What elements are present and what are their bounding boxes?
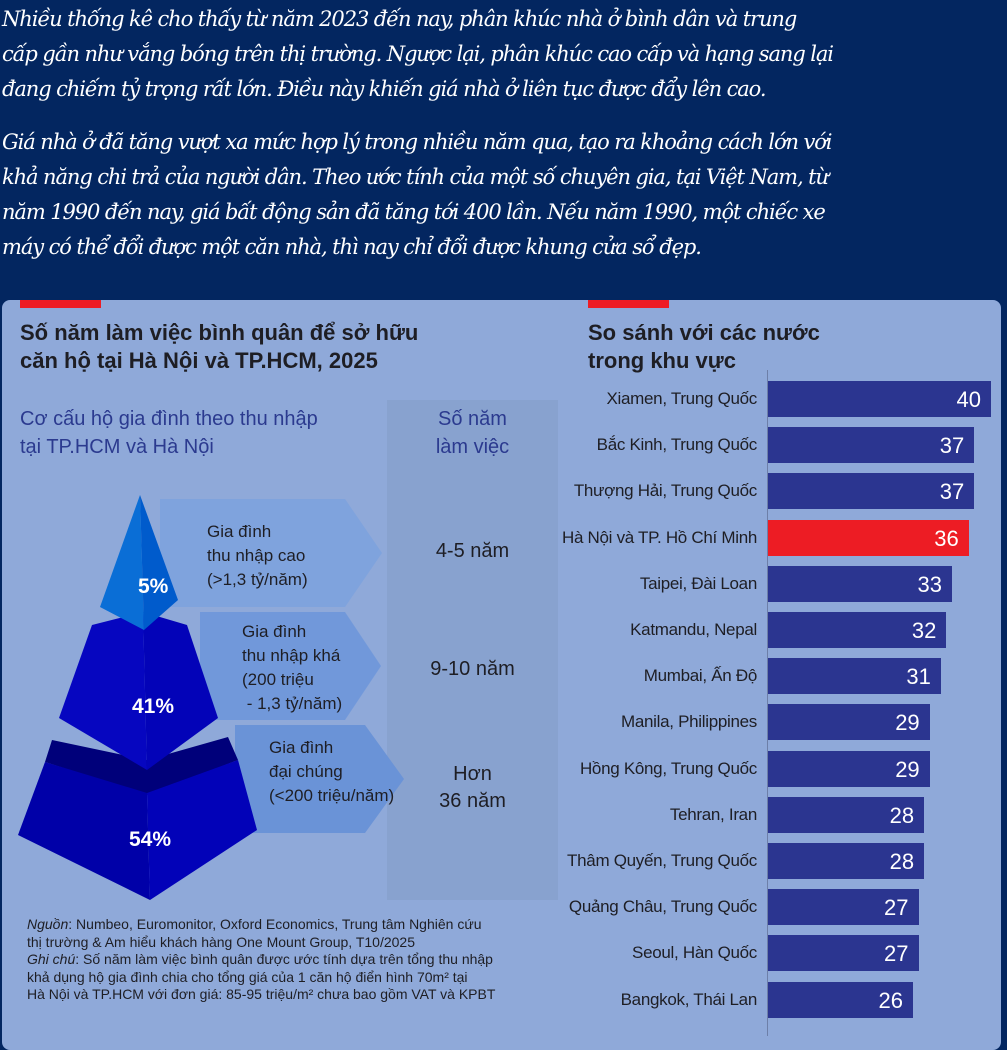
bar: 28 [768,796,925,833]
bar-value-label: 33 [917,571,942,597]
bar: 32 [768,612,947,648]
left-title: Số năm làm việc bình quân để sở hữu căn h… [20,320,419,373]
bar: 31 [768,658,941,695]
income-pyramid [18,495,404,900]
intro-line: khả năng chi trả của người dân. Theo ước… [2,165,829,189]
bar: 37 [768,427,975,464]
bar-value-label: 31 [906,664,931,690]
tier-high-label: Gia đình thu nhập cao (>1,3 tỷ/năm) [207,522,308,589]
tier-high-percent: 5% [138,575,169,598]
category-label: Bắc Kinh, Trung Quốc [596,435,758,455]
tier-middle-percent: 41% [132,695,175,718]
intro-paragraph-1: Nhiều thống kê cho thấy từ năm 2023 đến … [2,2,834,107]
intro-line: năm 1990 đến nay, giá bất động sản đã tă… [2,200,826,224]
years-header: Số năm làm việc [435,408,510,458]
bar-value-label: 28 [889,849,915,874]
category-label: Taipei, Đài Loan [639,573,757,593]
footnote: Nguồn: Numbeo, Euromonitor, Oxford Econo… [27,916,496,1002]
tier-mass-label: Gia đình đại chúng (<200 triệu/năm) [269,738,395,805]
bar-value-label: 37 [939,479,965,505]
category-label: Bangkok, Thái Lan [620,989,758,1009]
bar: 29 [768,750,930,787]
category-label: Thâm Quyến, Trung Quốc [567,851,757,870]
category-label: Quảng Châu, Trung Quốc [568,897,757,917]
bar: 37 [768,473,975,510]
bar-value-label: 36 [934,525,959,551]
bar-value-label: 27 [884,941,909,967]
pyramid-middle-left [59,612,147,770]
pyramid-mass-left [18,762,150,900]
left-accent-bar [20,300,101,308]
pyramid-high-right [140,495,178,630]
bar-row: Hà Nội và TP. Hồ Chí Minh 36 [562,519,1001,556]
bar-value-label: 27 [884,895,909,921]
bar-value-label: 40 [956,387,981,412]
intro-line: Giá nhà ở đã tăng vượt xa mức hợp lý tro… [2,130,833,154]
bar-row: Bangkok, Thái Lan 26 [570,981,1001,1018]
intro-line: máy có thể đổi được một căn nhà, thì nay… [2,235,702,259]
bar-value-label: 29 [895,756,920,782]
tier-mass-percent: 54% [129,828,172,851]
bar: 27 [768,889,919,926]
category-label: Xiamen, Trung Quốc [606,389,757,408]
pyramid-middle-right [143,612,218,770]
left-subtitle: Cơ cấu hộ gia đình theo thu nhập tại TP.H… [20,408,318,458]
bar-row: Quảng Châu, Trung Quốc 27 [568,889,1001,926]
tier-middle-label: Gia đình thu nhập khá (200 triệu - 1,3 tỷ/… [242,622,343,713]
tier-middle-years: 9-10 năm [430,658,515,680]
arrow-tier-high [160,499,382,607]
category-label: Hà Nội và TP. Hồ Chí Minh [561,527,757,547]
tier-high-years: 4-5 năm [435,540,510,562]
intro-line: cấp gần như vắng bóng trên thị trường. N… [2,42,834,66]
tier-mass-years: Hơn 36 năm [439,763,506,812]
bar: 26 [768,981,913,1018]
chart-axis [767,370,768,1036]
intro-line: Nhiều thống kê cho thấy từ năm 2023 đến … [2,7,797,31]
bar: 33 [768,565,952,602]
bar-row: Seoul, Hàn Quốc 27 [570,935,1001,972]
intro-line: đang chiếm tỷ trọng rất lớn. Điều này kh… [2,77,767,101]
bar-row: Tehran, Iran 28 [570,796,1001,833]
bar: 36 [768,519,969,556]
bar-value-label: 28 [889,802,915,828]
bar-row: Katmandu, Nepal 32 [570,612,1001,648]
bar-row: Thượng Hải, Trung Quốc 37 [570,473,1001,510]
bar-row: Thâm Quyến, Trung Quốc 28 [567,843,1001,879]
bar-value-label: 29 [895,710,920,736]
pyramid-mass-right [147,760,257,900]
bar-value-label: 37 [939,433,965,459]
category-label: Seoul, Hàn Quốc [632,943,757,963]
bar: 27 [768,935,919,972]
arrow-tier-middle [200,612,381,720]
bar-row: Hồng Kông, Trung Quốc 29 [570,750,1001,787]
bar-row: Xiamen, Trung Quốc 40 [570,381,1001,417]
right-accent-bar [588,300,669,308]
bar: 40 [768,381,991,417]
bar-row: Mumbai, Ấn Độ 31 [570,658,1001,695]
intro-paragraph-2: Giá nhà ở đã tăng vượt xa mức hợp lý tro… [2,125,833,265]
bar: 28 [768,843,925,879]
right-title: So sánh với các nước trong khu vực [588,320,820,373]
category-label: Thượng Hải, Trung Quốc [573,481,757,501]
bar-row: Bắc Kinh, Trung Quốc 37 [570,427,1001,464]
bar: 29 [768,704,930,741]
bar-row: Taipei, Đài Loan 33 [570,565,1001,602]
category-label: Tehran, Iran [669,804,757,824]
category-label: Hồng Kông, Trung Quốc [579,758,757,778]
category-label: Katmandu, Nepal [630,620,757,639]
category-label: Mumbai, Ấn Độ [643,666,758,686]
bar-row: Manila, Philippines 29 [570,704,1001,741]
arrow-tier-mass [235,725,404,833]
pyramid-high-left [100,495,144,630]
bar-value-label: 32 [911,618,937,643]
years-column [387,400,558,900]
category-label: Manila, Philippines [620,712,757,732]
bar-value-label: 26 [878,987,903,1013]
